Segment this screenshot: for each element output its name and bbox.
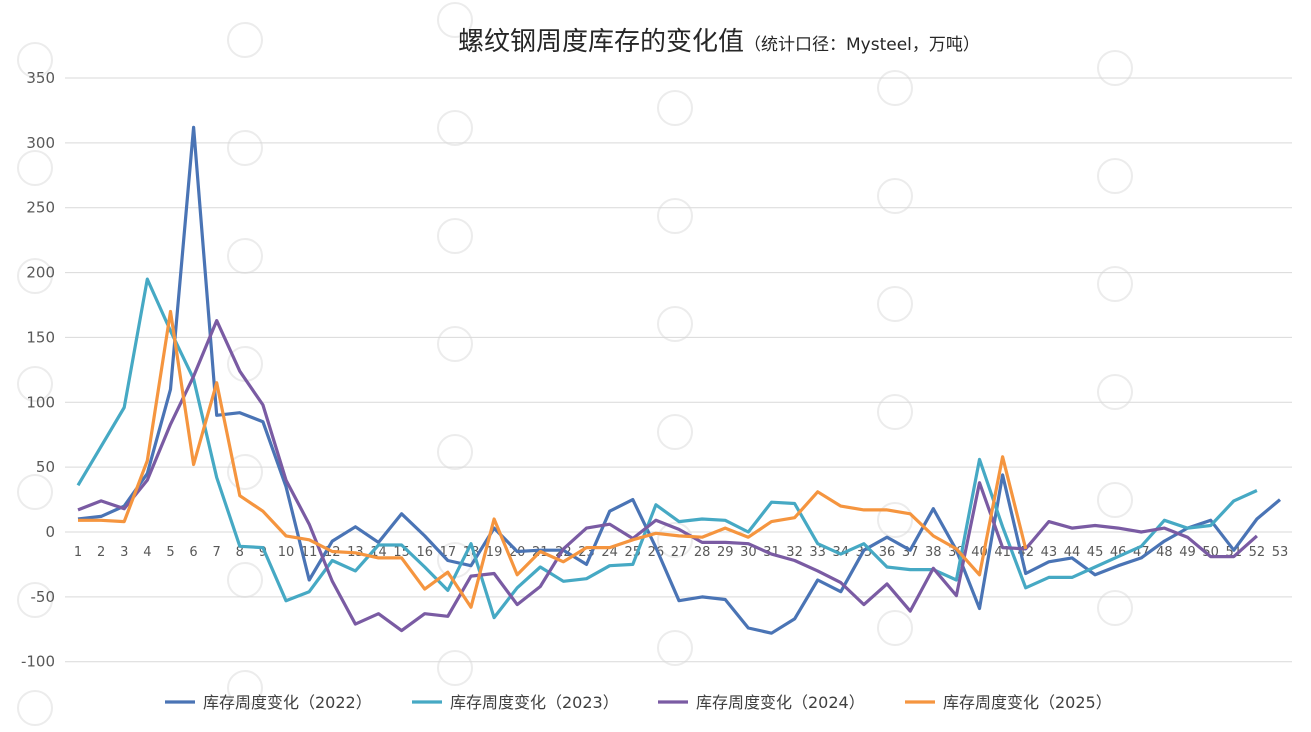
- watermark-logo: [1097, 50, 1133, 86]
- legend-label: 库存周度变化（2024）: [696, 693, 865, 712]
- watermark-logo: [437, 650, 473, 686]
- x-tick-label: 4: [143, 545, 151, 560]
- watermark-logo: [17, 150, 53, 186]
- watermark-logo: [437, 326, 473, 362]
- y-tick-label: 250: [26, 199, 55, 217]
- watermark-logo: [17, 258, 53, 294]
- watermark-logo: [1097, 266, 1133, 302]
- x-tick-label: 45: [1087, 545, 1104, 560]
- x-tick-label: 30: [740, 545, 757, 560]
- legend-label: 库存周度变化（2023）: [450, 693, 619, 712]
- x-tick-label: 38: [925, 545, 942, 560]
- x-tick-label: 28: [694, 545, 711, 560]
- x-tick-label: 2: [97, 545, 105, 560]
- x-tick-label: 10: [278, 545, 295, 560]
- x-tick-label: 27: [671, 545, 688, 560]
- x-tick-label: 44: [1064, 545, 1081, 560]
- legend-item: 库存周度变化（2022）: [165, 693, 372, 712]
- y-tick-label: -50: [31, 588, 56, 606]
- x-tick-label: 43: [1041, 545, 1058, 560]
- y-tick-label: 0: [45, 523, 55, 541]
- x-tick-label: 48: [1156, 545, 1173, 560]
- x-tick-label: 36: [879, 545, 896, 560]
- y-tick-label: -100: [21, 653, 55, 671]
- watermark-logo: [877, 502, 913, 538]
- watermark-logo: [227, 238, 263, 274]
- watermark-logo: [877, 286, 913, 322]
- watermark-logo: [1097, 590, 1133, 626]
- watermark-logo: [437, 2, 473, 38]
- x-tick-label: 5: [166, 545, 174, 560]
- watermark-logo: [877, 394, 913, 430]
- x-tick-label: 11: [301, 545, 318, 560]
- x-tick-label: 9: [259, 545, 267, 560]
- watermark-logo: [1097, 482, 1133, 518]
- x-tick-label: 33: [809, 545, 826, 560]
- x-tick-label: 53: [1272, 545, 1289, 560]
- x-tick-label: 8: [236, 545, 244, 560]
- watermark-logo: [1097, 374, 1133, 410]
- y-tick-label: 150: [26, 328, 55, 346]
- watermark-logo: [657, 198, 693, 234]
- chart-subtitle: （统计口径：Mysteel，万吨）: [744, 35, 980, 55]
- watermark-logo: [17, 582, 53, 618]
- x-tick-label: 19: [486, 545, 503, 560]
- legend-item: 库存周度变化（2025）: [905, 693, 1112, 712]
- y-tick-label: 350: [26, 69, 55, 87]
- watermark-logo: [17, 474, 53, 510]
- watermark-logo: [227, 130, 263, 166]
- watermark-logo: [227, 454, 263, 490]
- y-tick-label: 300: [26, 134, 55, 152]
- y-tick-label: 100: [26, 393, 55, 411]
- x-tick-label: 49: [1179, 545, 1196, 560]
- series-line-2: [76, 277, 1258, 620]
- watermark-logo: [657, 306, 693, 342]
- legend-item: 库存周度变化（2024）: [658, 693, 865, 712]
- watermark-logo: [1097, 158, 1133, 194]
- x-tick-label: 6: [189, 545, 197, 560]
- series-line-1: [77, 125, 1282, 635]
- watermark-logo: [437, 218, 473, 254]
- watermark-logo: [657, 522, 693, 558]
- watermark-logo: [657, 414, 693, 450]
- watermark-logo: [17, 690, 53, 726]
- chart-title: 螺纹钢周度库存的变化值（统计口径：Mysteel，万吨）: [458, 27, 980, 57]
- watermark-logo: [437, 110, 473, 146]
- watermark-logo: [227, 346, 263, 382]
- watermark-logo: [437, 434, 473, 470]
- watermark-logo: [227, 670, 263, 706]
- legend-item: 库存周度变化（2023）: [412, 693, 619, 712]
- legend: 库存周度变化（2022） 库存周度变化（2023） 库存周度变化（2024） 库存周度…: [165, 693, 1112, 712]
- x-tick-label: 52: [1249, 545, 1266, 560]
- y-tick-label: 200: [26, 264, 55, 282]
- x-tick-label: 1: [74, 545, 82, 560]
- legend-label: 库存周度变化（2025）: [943, 693, 1112, 712]
- watermark-logo: [877, 178, 913, 214]
- legend-label: 库存周度变化（2022）: [203, 693, 372, 712]
- watermark-logo: [877, 610, 913, 646]
- x-tick-label: 29: [717, 545, 734, 560]
- watermark-logo: [877, 70, 913, 106]
- watermark-logo: [227, 562, 263, 598]
- watermark-logo: [657, 90, 693, 126]
- x-tick-label: 16: [416, 545, 433, 560]
- watermark-logo: [17, 42, 53, 78]
- x-tick-label: 32: [786, 545, 803, 560]
- x-tick-label: 7: [213, 545, 221, 560]
- series-line-4: [78, 309, 1028, 609]
- x-tick-label: 3: [120, 545, 128, 560]
- series-line-3: [77, 319, 1258, 633]
- y-tick-label: 50: [36, 458, 55, 476]
- watermark-logo: [657, 630, 693, 666]
- watermark-logo: [17, 366, 53, 402]
- watermark-logo: [227, 22, 263, 58]
